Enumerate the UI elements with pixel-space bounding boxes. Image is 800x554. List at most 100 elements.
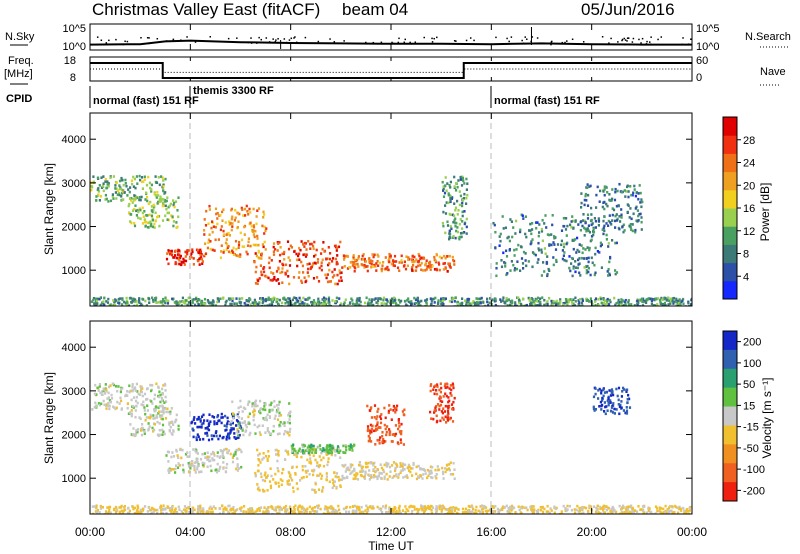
power-cell [600,301,603,305]
power-cell [596,185,599,189]
velocity-cell [157,385,160,389]
power-cell [463,231,466,234]
power-cell [486,300,489,304]
velocity-cell [175,464,178,467]
power-cell [579,228,582,232]
power-cell [403,264,406,267]
power-cell [607,274,610,277]
power-cell [444,176,447,179]
power-cell [146,195,149,199]
velocity-cell [216,462,219,466]
power-cell [556,243,560,246]
power-cell [536,221,539,224]
nsky-sample-dot [146,36,149,39]
velocity-cell [258,458,261,462]
velocity-cell [236,413,239,416]
power-cell [106,180,109,183]
velocity-cell [436,403,440,406]
power-cell [336,273,339,277]
velocity-cell [368,474,371,478]
velocity-cell [351,511,354,514]
nsky-tick-low: 10^0 [62,41,86,53]
power-cell [375,301,378,304]
velocity-cell [357,505,360,509]
power-cell [135,175,138,178]
power-cell [343,301,346,304]
power-cell [425,298,429,301]
power-cell [188,249,191,252]
velocity-cell [139,417,142,421]
velocity-cell [227,449,231,452]
power-cell [633,304,636,306]
power-cell [456,213,459,216]
velocity-cell [292,490,295,493]
power-cell [266,298,269,302]
power-cell [390,262,393,266]
power-cell [367,301,370,304]
power-cell [615,271,619,274]
power-cell [574,270,577,274]
velocity-cell [206,465,209,469]
velocity-cell [165,410,168,414]
power-cell [257,251,260,254]
velocity-cell [128,390,131,394]
velocity-cell [485,512,488,514]
velocity-cell [256,483,259,486]
power-cell [311,263,314,267]
velocity-cell [284,449,287,452]
power-cell [581,224,584,228]
power-cell [572,239,575,242]
power-cell [225,299,228,303]
power-cell [174,249,177,253]
power-cell [677,299,680,303]
power-cell [272,245,275,249]
power-cell [413,302,416,305]
velocity-cell [365,504,368,508]
power-cell [461,201,464,205]
velocity-cell [366,511,369,514]
colorbar-swatch [723,226,737,245]
velocity-cell [574,511,577,514]
velocity-cell [123,509,126,512]
beam-label: beam 04 [342,0,408,19]
power-cell [197,259,200,263]
velocity-cell [310,443,313,447]
velocity-cell [256,508,259,511]
velocity-cell [326,450,329,453]
velocity-cell [291,448,295,452]
power-cell [150,209,153,212]
power-cell [675,297,678,301]
power-cell [456,304,459,306]
power-cell [124,182,127,185]
power-cell [265,227,268,230]
power-cell [411,258,414,261]
power-cell [448,193,451,197]
power-cell [235,247,238,251]
power-cell [309,247,312,250]
velocity-cell [453,468,456,471]
power-cell [618,215,621,218]
power-cell [391,297,394,301]
velocity-cell [602,394,605,398]
power-cell [614,190,617,194]
velocity-cell [632,511,635,514]
power-cell [95,199,98,202]
velocity-cell [376,421,379,424]
velocity-cell [158,390,161,394]
power-cell [116,193,119,196]
power-cell [393,264,396,268]
velocity-cell [252,410,255,414]
velocity-cell [402,467,405,471]
velocity-cell [346,466,349,470]
power-cell [494,230,497,234]
power-cell [241,297,244,300]
velocity-cell [262,512,265,514]
velocity-cell [407,463,410,467]
power-cell [308,262,311,266]
nsky-sample-dot [469,37,472,39]
velocity-cell [629,505,632,509]
power-cell [477,301,480,304]
power-cell [565,242,568,246]
power-cell [118,187,121,191]
velocity-cell [261,478,264,482]
